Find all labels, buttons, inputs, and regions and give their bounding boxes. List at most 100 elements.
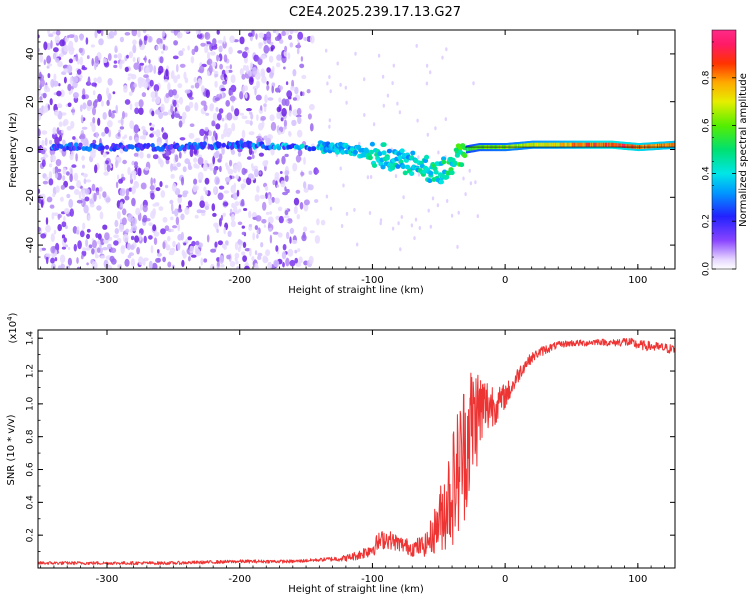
- noise-blob: [254, 250, 258, 256]
- noise-blob: [274, 172, 280, 180]
- noise-blob: [215, 123, 221, 130]
- signal-mark: [599, 142, 602, 147]
- signal-mark: [651, 144, 654, 149]
- noise-blob: [107, 120, 113, 128]
- noise-blob: [122, 111, 125, 119]
- noise-blob: [82, 102, 87, 110]
- noise-blob: [241, 251, 246, 256]
- noise-blob: [235, 260, 239, 265]
- noise-blob: [269, 71, 274, 79]
- noise-blob: [220, 133, 225, 140]
- noise-blob: [145, 66, 150, 74]
- noise-blob: [284, 174, 289, 182]
- noise-blob: [148, 260, 153, 269]
- noise-blob: [230, 213, 235, 222]
- noise-blob: [308, 255, 314, 265]
- signal-mark: [560, 142, 563, 147]
- noise-blob: [232, 115, 239, 121]
- noise-blob: [149, 185, 155, 191]
- noise-blob: [267, 261, 273, 269]
- noise-blob: [261, 219, 267, 224]
- noise-blob: [289, 42, 294, 48]
- noise-blob: [246, 156, 252, 160]
- noise-blob: [38, 188, 41, 194]
- noise-blob: [38, 128, 41, 137]
- noise-blob: [142, 30, 147, 34]
- noise-blob: [251, 256, 255, 262]
- signal-mark: [510, 144, 513, 149]
- noise-blob: [287, 52, 291, 60]
- noise-blob: [161, 30, 166, 37]
- noise-blob: [260, 68, 266, 78]
- noise-blob: [81, 189, 86, 199]
- noise-blob: [128, 252, 134, 257]
- signal-mark: [535, 142, 538, 147]
- noise-blob: [369, 175, 373, 179]
- signal-mark: [538, 142, 540, 147]
- noise-blob: [204, 32, 211, 40]
- noise-blob: [212, 155, 216, 165]
- y-tick-label: 20: [25, 95, 36, 108]
- noise-blob: [61, 246, 66, 250]
- noise-blob: [302, 231, 306, 239]
- signal-mark: [454, 153, 460, 158]
- noise-blob: [120, 117, 124, 126]
- signal-mark: [528, 143, 531, 147]
- noise-blob: [281, 30, 287, 37]
- noise-blob: [325, 48, 328, 53]
- noise-blob: [217, 240, 223, 246]
- spectrogram-y-ticks: -40 -20 0 20 40: [25, 29, 675, 270]
- noise-blob: [160, 228, 166, 235]
- noise-blob: [48, 163, 53, 168]
- noise-blob: [399, 247, 402, 252]
- noise-blob: [282, 244, 287, 251]
- noise-blob: [205, 112, 210, 116]
- noise-blob: [170, 173, 175, 179]
- noise-blob: [164, 184, 169, 189]
- noise-blob: [303, 199, 310, 206]
- noise-blob: [228, 46, 233, 55]
- noise-blob: [217, 39, 223, 44]
- noise-blob: [284, 170, 289, 176]
- noise-blob: [87, 76, 91, 86]
- signal-mark: [589, 142, 591, 147]
- noise-blob: [40, 199, 44, 208]
- noise-blob: [233, 205, 238, 214]
- noise-blob: [102, 151, 107, 158]
- signal-mark: [549, 142, 552, 147]
- noise-blob: [62, 167, 67, 175]
- noise-blob: [130, 235, 135, 241]
- noise-blob: [139, 62, 145, 66]
- noise-blob: [413, 236, 416, 241]
- noise-blob: [59, 135, 62, 142]
- noise-blob: [162, 241, 166, 250]
- noise-blob: [196, 209, 203, 214]
- signal-mark: [602, 142, 605, 147]
- noise-blob: [243, 208, 248, 211]
- noise-blob: [97, 233, 102, 240]
- noise-blob: [289, 259, 296, 267]
- noise-blob: [99, 238, 105, 246]
- noise-blob: [173, 30, 178, 36]
- noise-blob: [155, 109, 161, 115]
- noise-blob: [269, 114, 275, 122]
- noise-blob: [314, 199, 319, 203]
- snr-y-exponent-power: 4: [6, 316, 14, 321]
- noise-blob: [41, 247, 46, 251]
- noise-blob: [248, 224, 253, 228]
- signal-mark: [525, 143, 528, 148]
- signal-mark: [352, 149, 358, 155]
- x-tick-label: -100: [361, 275, 384, 286]
- noise-blob: [128, 187, 133, 192]
- noise-blob: [219, 63, 224, 70]
- noise-blob: [276, 158, 280, 164]
- signal-mark: [649, 144, 652, 149]
- noise-blob: [39, 54, 44, 63]
- snr-plot-area: [38, 337, 675, 566]
- noise-blob: [210, 248, 217, 253]
- snr-series-line: [38, 337, 675, 566]
- noise-blob: [65, 225, 68, 230]
- noise-blob: [153, 178, 156, 184]
- noise-blob: [105, 160, 109, 165]
- signal-mark: [663, 143, 666, 148]
